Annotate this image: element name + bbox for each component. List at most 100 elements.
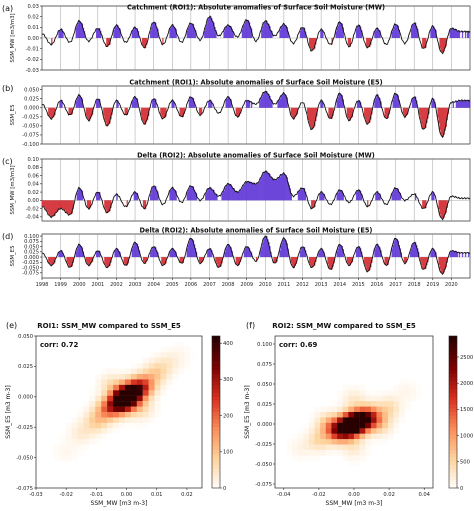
dry-anomaly-bar	[238, 257, 240, 265]
density-cell	[160, 379, 167, 386]
wet-anomaly-bar	[396, 94, 398, 108]
wet-anomaly-bar	[396, 24, 398, 38]
wet-anomaly-bar	[322, 101, 324, 108]
wet-anomaly-bar	[279, 98, 281, 108]
density-cell	[365, 444, 372, 451]
wet-anomaly-bar	[378, 246, 380, 258]
density-cell	[303, 428, 310, 434]
anomaly-series-line	[41, 15, 471, 55]
dry-anomaly-bar	[385, 107, 387, 118]
wet-anomaly-bar	[97, 28, 99, 38]
wet-anomaly-bar	[393, 241, 395, 258]
wet-anomaly-bar	[271, 100, 273, 108]
colorbar-segment	[212, 427, 220, 432]
dry-anomaly-bar	[88, 107, 91, 122]
density-cell	[101, 433, 108, 440]
dry-anomaly-bar	[51, 107, 53, 120]
density-cell	[136, 406, 143, 413]
wet-anomaly-bar	[458, 30, 461, 38]
wet-anomaly-bar	[409, 251, 412, 258]
dry-anomaly-bar	[426, 107, 428, 124]
dry-anomaly-bar	[198, 107, 201, 114]
dry-anomaly-bar	[239, 107, 242, 114]
dry-anomaly-bar	[422, 38, 424, 49]
wet-anomaly-bar	[263, 172, 265, 201]
dry-anomaly-bar	[68, 200, 70, 216]
wet-anomaly-bar	[393, 190, 395, 201]
density-cell	[65, 433, 72, 440]
dry-anomaly-bar	[420, 107, 422, 120]
density-cell	[101, 368, 108, 375]
wet-anomaly-bar	[392, 244, 394, 258]
wet-anomaly-bar	[247, 246, 250, 258]
wet-anomaly-bar	[300, 187, 303, 201]
wet-anomaly-bar	[287, 31, 289, 38]
dry-anomaly-bar	[439, 200, 441, 215]
wet-anomaly-bar	[249, 26, 252, 38]
y-tick-label: 0.025	[257, 402, 272, 408]
wet-anomaly-bar	[151, 249, 153, 258]
wet-anomaly-bar	[250, 28, 253, 38]
dry-anomaly-bar	[57, 200, 59, 212]
wet-anomaly-bar	[117, 25, 119, 38]
dry-anomaly-bar	[53, 107, 55, 117]
wet-anomaly-bar	[340, 94, 342, 108]
wet-anomaly-bar	[248, 100, 251, 108]
density-cell	[342, 450, 349, 456]
panel-title: Delta (ROI2): Absolute anomalies of Surf…	[137, 152, 375, 160]
wet-anomaly-bar	[169, 28, 171, 38]
dry-anomaly-bar	[67, 200, 69, 214]
density-cell	[53, 444, 60, 451]
dry-anomaly-bar	[369, 107, 371, 123]
wet-anomaly-bar	[397, 25, 399, 38]
dry-anomaly-bar	[218, 257, 220, 268]
density-cell	[124, 401, 132, 407]
density-cell	[113, 428, 120, 434]
wet-anomaly-bar	[136, 98, 139, 108]
dry-anomaly-bar	[60, 200, 62, 209]
wet-anomaly-bar	[230, 184, 232, 201]
dry-anomaly-bar	[292, 257, 295, 268]
density-cell	[308, 422, 315, 429]
density-cell	[337, 444, 343, 451]
wet-anomaly-bar	[411, 25, 414, 38]
y-tick-label: 0.00	[27, 36, 39, 42]
wet-anomaly-bar	[321, 191, 323, 201]
wet-anomaly-bar	[188, 99, 191, 108]
wet-anomaly-bar	[262, 94, 264, 108]
dry-anomaly-bar	[106, 107, 108, 126]
density-cell	[382, 401, 389, 407]
dry-anomaly-bar	[64, 200, 66, 211]
wet-anomaly-bar	[224, 28, 226, 38]
wet-anomaly-bar	[337, 97, 339, 108]
dry-anomaly-bar	[346, 107, 349, 117]
wet-anomaly-bar	[399, 192, 402, 201]
wet-anomaly-bar	[357, 190, 360, 201]
dry-anomaly-bar	[68, 107, 70, 115]
dry-anomaly-bar	[443, 38, 445, 52]
wet-anomaly-bar	[152, 99, 154, 108]
density-cell	[331, 422, 338, 429]
density-cell	[113, 417, 120, 424]
colorbar-segment	[449, 355, 457, 360]
wet-anomaly-bar	[375, 98, 377, 108]
wet-anomaly-bar	[58, 30, 60, 38]
density-cell	[365, 422, 372, 429]
density-cell	[370, 439, 377, 445]
density-cell	[370, 417, 377, 424]
wet-anomaly-bar	[188, 188, 191, 201]
dry-anomaly-bar	[444, 200, 446, 215]
density-cell	[348, 444, 355, 451]
dry-anomaly-bar	[70, 107, 72, 115]
dry-anomaly-bar	[424, 257, 426, 270]
colorbar-segment	[449, 442, 457, 447]
density-cell	[376, 395, 383, 402]
dry-anomaly-bar	[294, 107, 297, 118]
anomaly-series-line	[41, 170, 471, 221]
wet-anomaly-bar	[320, 101, 322, 108]
dry-anomaly-bar	[89, 107, 92, 120]
wet-anomaly-bar	[356, 190, 359, 201]
colorbar-segment	[449, 385, 457, 390]
wet-anomaly-bar	[434, 250, 436, 258]
wet-anomaly-bar	[338, 93, 340, 108]
